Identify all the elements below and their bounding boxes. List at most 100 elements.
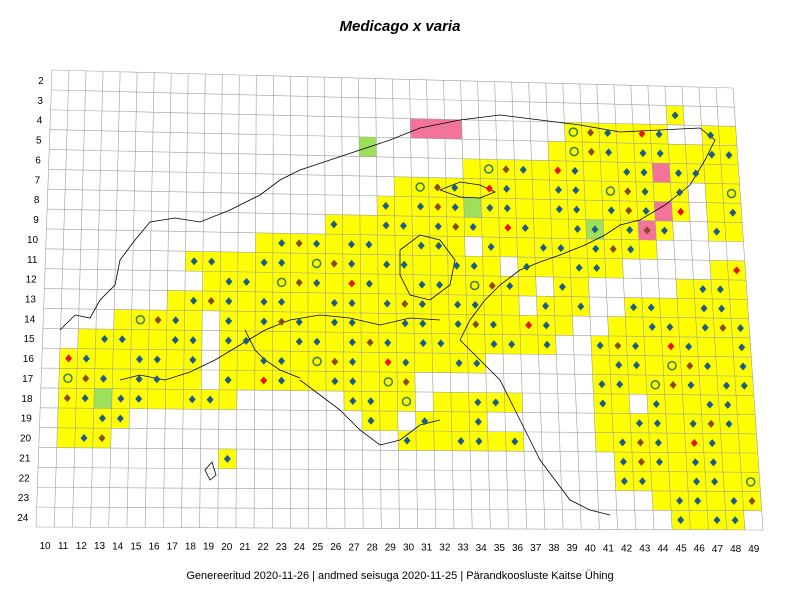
column-tick-label: 24 xyxy=(294,542,306,553)
occupied-cell xyxy=(718,126,737,146)
diamond-marker xyxy=(748,497,756,506)
grid-line xyxy=(51,89,735,108)
column-tick-label: 32 xyxy=(439,543,451,554)
occupied-cell xyxy=(379,371,398,392)
row-tick-label: 18 xyxy=(21,394,33,405)
diamond-marker xyxy=(557,244,565,253)
occupied-cell xyxy=(551,218,570,239)
diamond-marker xyxy=(700,304,708,313)
diamond-marker xyxy=(586,128,594,137)
diamond-marker xyxy=(313,278,321,287)
diamond-marker xyxy=(437,339,445,348)
grid-line xyxy=(108,71,121,528)
occupied-cell xyxy=(482,256,501,277)
occupied-cell xyxy=(520,334,539,355)
occupied-cell xyxy=(411,177,429,197)
diamond-marker xyxy=(295,317,303,326)
diamond-marker xyxy=(591,225,599,234)
diamond-marker xyxy=(689,419,697,428)
occupied-cell xyxy=(728,279,748,300)
occupied-cell xyxy=(414,352,433,373)
occupied-cell xyxy=(532,199,552,219)
row-tick-label: 23 xyxy=(18,493,30,504)
occupied-cell xyxy=(165,389,184,410)
occupied-cell xyxy=(668,144,687,164)
diamond-marker xyxy=(489,320,497,329)
diamond-marker xyxy=(348,318,356,327)
diamond-marker xyxy=(736,324,744,333)
occupied-cell xyxy=(706,202,725,223)
grid-line xyxy=(37,486,761,492)
diamond-marker xyxy=(225,316,233,325)
grid-line xyxy=(528,82,546,530)
diamond-marker xyxy=(260,376,268,385)
diamond-marker xyxy=(348,259,356,268)
diamond-marker xyxy=(598,380,606,389)
diamond-marker xyxy=(82,354,90,363)
occupied-cell xyxy=(594,413,614,433)
diamond-marker xyxy=(82,374,90,383)
occupied-cell xyxy=(255,232,273,253)
diamond-marker xyxy=(620,477,628,486)
grid-line xyxy=(630,85,655,530)
diamond-marker xyxy=(723,381,731,390)
column-tick-label: 11 xyxy=(58,541,69,552)
occupied-cell xyxy=(377,235,396,255)
diamond-marker xyxy=(488,281,496,290)
ring-marker xyxy=(401,396,412,407)
occupied-cell xyxy=(57,407,76,428)
row-tick-label: 15 xyxy=(23,334,35,345)
diamond-marker xyxy=(669,380,677,389)
highlight-cell-pink xyxy=(427,118,445,139)
diamond-marker xyxy=(366,338,374,347)
column-tick-label: 30 xyxy=(403,543,415,554)
diamond-marker xyxy=(451,203,459,212)
diamond-marker xyxy=(521,224,529,233)
occupied-cell xyxy=(607,316,627,337)
grid-line xyxy=(324,77,328,529)
column-tick-label: 15 xyxy=(130,541,142,552)
column-tick-label: 38 xyxy=(548,543,560,554)
column-tick-label: 46 xyxy=(694,544,706,555)
occupied-cell xyxy=(325,332,344,352)
diamond-marker xyxy=(636,438,644,447)
diamond-marker xyxy=(435,241,443,250)
row-tick-label: 2 xyxy=(38,76,44,87)
diamond-marker xyxy=(619,438,627,447)
column-tick-label: 28 xyxy=(367,542,379,553)
diamond-marker xyxy=(713,516,721,525)
occupied-cell xyxy=(583,161,602,182)
diamond-marker xyxy=(223,454,231,463)
occupied-cell xyxy=(554,296,573,317)
column-tick-label: 35 xyxy=(494,543,506,554)
occupied-cell xyxy=(514,179,533,200)
occupied-cell xyxy=(430,294,450,315)
occupied-cell xyxy=(570,277,590,297)
diamond-marker xyxy=(707,131,715,140)
grid-line xyxy=(253,75,257,528)
diamond-marker xyxy=(503,204,511,213)
occupied-cell xyxy=(516,237,536,258)
diamond-marker xyxy=(470,261,478,270)
occupied-cell xyxy=(600,161,619,182)
column-tick-label: 44 xyxy=(657,544,669,555)
occupied-cell xyxy=(504,392,523,413)
highlight-cell-pink xyxy=(652,162,671,183)
diamond-marker xyxy=(417,241,425,250)
occupied-cell xyxy=(666,433,686,453)
diamond-marker xyxy=(455,359,463,368)
diamond-marker xyxy=(383,299,391,308)
occupied-cell xyxy=(290,292,309,313)
occupied-cell xyxy=(677,298,696,318)
occupied-cell xyxy=(202,271,221,292)
occupied-cell xyxy=(412,255,431,276)
diamond-marker xyxy=(504,223,512,232)
diamond-marker xyxy=(473,359,481,368)
column-tick-label: 36 xyxy=(512,543,524,554)
highlight-cell-pink xyxy=(444,119,463,140)
diamond-marker xyxy=(677,516,685,525)
occupied-cell xyxy=(706,491,726,511)
occupied-cell xyxy=(415,430,435,451)
diamond-marker xyxy=(619,457,627,466)
occupied-cell xyxy=(112,368,131,389)
